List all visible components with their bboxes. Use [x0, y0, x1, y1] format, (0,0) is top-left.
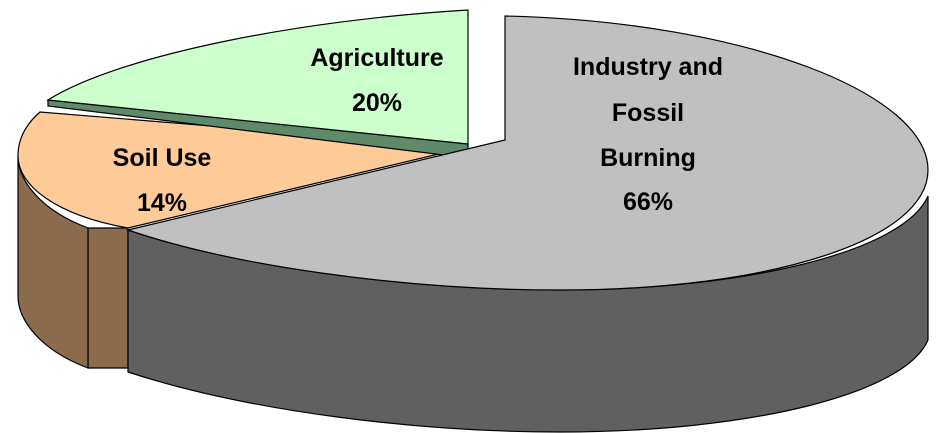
industry-label-line-1: Industry and — [573, 53, 723, 81]
agriculture-value-label: 20% — [352, 89, 402, 117]
industry-slice-top — [125, 15, 929, 291]
soil-use-label-line-1: Soil Use — [113, 144, 212, 172]
industry-label-line-3: Burning — [600, 144, 696, 172]
agriculture-slice-label: Agriculture 20% — [310, 44, 443, 117]
soil-use-value-label: 14% — [137, 189, 187, 217]
industry-value-label: 66% — [623, 188, 673, 216]
soil-use-slice-label: Soil Use 14% — [113, 144, 212, 217]
industry-slice-label: Industry and Fossil Burning 66% — [573, 53, 723, 216]
soil-use-slice-outer-wall — [17, 155, 89, 369]
soil-use-slice-side — [87, 227, 129, 369]
agriculture-label-line-1: Agriculture — [310, 44, 443, 72]
agriculture-slice-top — [46, 9, 469, 145]
industry-label-line-2: Fossil — [612, 99, 684, 127]
